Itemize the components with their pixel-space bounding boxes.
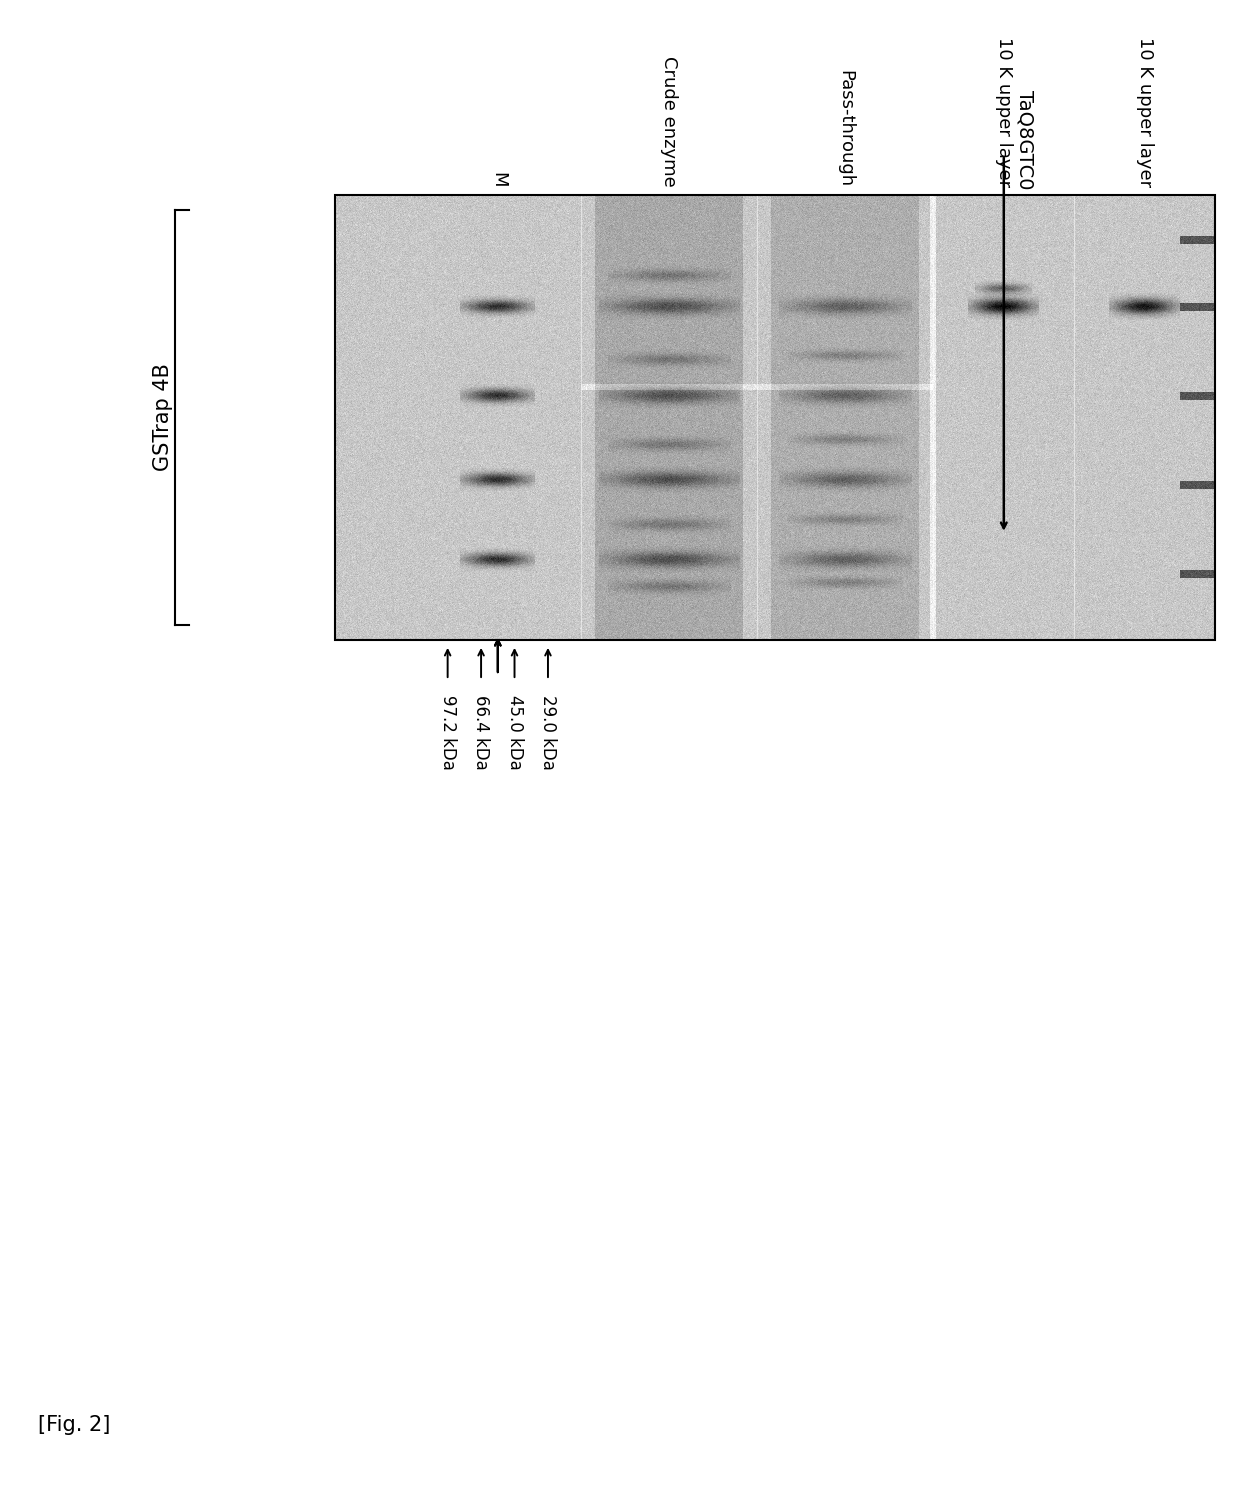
Text: 97.2 kDa: 97.2 kDa <box>439 695 456 769</box>
Text: 29.0 kDa: 29.0 kDa <box>539 695 557 769</box>
Text: 45.0 kDa: 45.0 kDa <box>506 695 523 769</box>
Bar <box>335 195 1215 640</box>
Text: M: M <box>489 171 507 186</box>
Text: Pass-through: Pass-through <box>837 70 854 186</box>
Text: [Fig. 2]: [Fig. 2] <box>38 1415 110 1434</box>
Text: TaQ8GTC0: TaQ8GTC0 <box>1016 91 1035 189</box>
Text: 10 K upper layer: 10 K upper layer <box>994 37 1013 186</box>
Text: Crude enzyme: Crude enzyme <box>661 57 678 186</box>
Text: GSTrap 4B: GSTrap 4B <box>153 364 174 471</box>
Text: 66.4 kDa: 66.4 kDa <box>472 695 490 769</box>
Text: 10 K upper layer: 10 K upper layer <box>1136 37 1153 186</box>
